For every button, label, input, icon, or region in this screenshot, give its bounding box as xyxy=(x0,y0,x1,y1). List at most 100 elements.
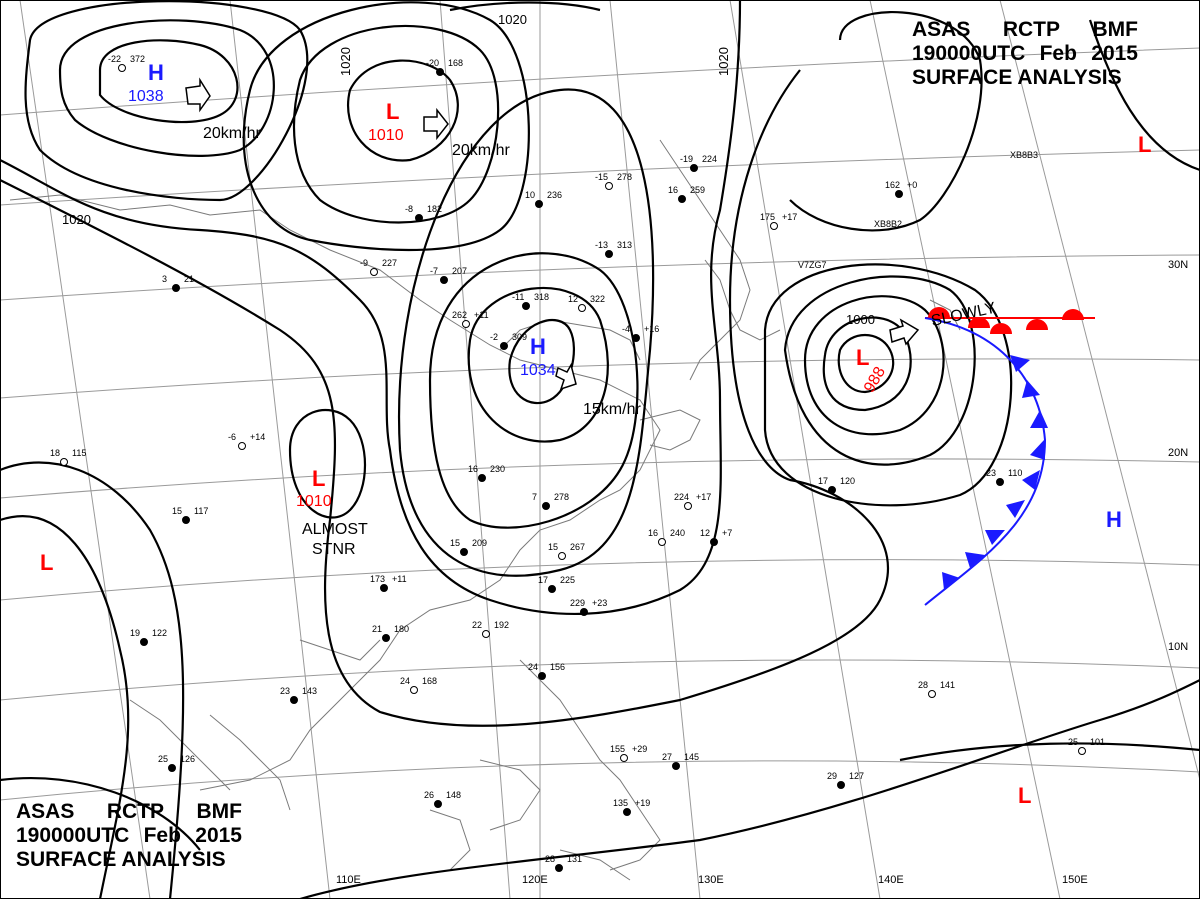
station-value: 16 xyxy=(648,528,658,538)
station-circle-icon xyxy=(605,250,613,258)
station-value: +11 xyxy=(474,310,489,320)
station-plot: 16 240 xyxy=(648,528,685,546)
longitude-label: 150E xyxy=(1062,874,1088,886)
station-circle-icon xyxy=(140,638,148,646)
analysis-year: 2015 xyxy=(195,824,242,847)
agency-code: ASAS xyxy=(16,800,75,823)
low-center-icon: L xyxy=(856,345,869,370)
station-value: 28 xyxy=(918,680,928,690)
station-circle-icon xyxy=(548,585,556,593)
station-value: 372 xyxy=(130,54,145,64)
agency-code: ASAS xyxy=(912,18,971,41)
isobar-value: 1000 xyxy=(846,312,875,327)
station-plot: 173 +11 xyxy=(370,574,407,592)
station-value: +17 xyxy=(696,492,711,502)
latitude-label: 20N xyxy=(1168,447,1188,459)
station-plot: 12 322 xyxy=(568,294,605,312)
low-center-icon: L xyxy=(40,550,53,575)
station-value: 224 xyxy=(674,492,689,502)
station-circle-icon xyxy=(996,478,1004,486)
station-plot: 7 278 xyxy=(532,492,569,510)
station-circle-icon xyxy=(478,474,486,482)
station-value: 18 xyxy=(50,448,60,458)
station-value: +7 xyxy=(722,528,732,538)
station-value: 101 xyxy=(1090,737,1105,747)
station-value: 24 xyxy=(528,662,538,672)
station-plot: 18 115 xyxy=(50,448,86,466)
high-center-icon: H xyxy=(1106,507,1122,532)
station-value: 229 xyxy=(570,598,585,608)
station-plot: 22 192 xyxy=(472,620,509,638)
station-plot: -19 224 xyxy=(680,154,717,172)
station-circle-icon xyxy=(436,68,444,76)
station-plot: 229 +23 xyxy=(570,598,607,616)
high-center-icon: H xyxy=(530,334,546,359)
station-value: 175 xyxy=(760,212,775,222)
analysis-time: 190000UTC xyxy=(16,824,130,847)
longitude-label: 110E xyxy=(336,874,361,886)
station-value: 15 xyxy=(172,506,182,516)
office-code: BMF xyxy=(1092,18,1139,41)
cold-front xyxy=(924,317,1048,606)
station-value: 224 xyxy=(702,154,717,164)
station-circle-icon xyxy=(415,214,423,222)
station-circle-icon xyxy=(542,502,550,510)
station-value: 309 xyxy=(512,332,527,342)
station-value: 15 xyxy=(548,542,558,552)
station-circle-icon xyxy=(690,164,698,172)
station-value: -20 xyxy=(426,58,439,68)
station-plot: 3 21 xyxy=(162,274,194,292)
station-value: -2 xyxy=(490,332,498,342)
station-plot: -15 278 xyxy=(595,172,632,190)
center-pressure-value: 1038 xyxy=(128,88,164,105)
station-plot: 15 267 xyxy=(548,542,585,560)
station-circle-icon xyxy=(382,634,390,642)
station-plot: 26 148 xyxy=(424,790,461,808)
station-plot: -20 168 xyxy=(426,58,463,76)
station-circle-icon xyxy=(182,516,190,524)
longitude-label: 120E xyxy=(522,874,548,886)
station-value: 21 xyxy=(184,274,194,284)
station-plot: 12 +7 xyxy=(700,528,732,546)
station-plot: 23 110 xyxy=(986,468,1022,486)
station-plot: 16 259 xyxy=(668,185,705,203)
station-plot: 24 168 xyxy=(400,676,437,694)
low-center-icon: L xyxy=(386,99,399,124)
station-plot: 17 120 xyxy=(818,476,855,494)
station-circle-icon xyxy=(828,486,836,494)
station-circle-icon xyxy=(522,302,530,310)
station-value: 173 xyxy=(370,574,385,584)
station-circle-icon xyxy=(538,672,546,680)
station-circle-icon xyxy=(370,268,378,276)
station-value: 117 xyxy=(194,506,208,516)
station-plot: 16 230 xyxy=(468,464,505,482)
low-center-icon: L xyxy=(1138,132,1151,157)
station-value: 207 xyxy=(452,266,467,276)
station-plot: 25 101 xyxy=(1068,737,1105,755)
station-plot: -9 227 xyxy=(360,258,397,276)
station-value: -22 xyxy=(108,54,121,64)
office-code: BMF xyxy=(196,800,243,823)
station-circle-icon xyxy=(605,182,613,190)
station-plot: -6 +14 xyxy=(228,432,265,450)
station-circle-icon xyxy=(632,334,640,342)
station-value: 126 xyxy=(180,754,195,764)
almost-stationary-label: STNR xyxy=(312,541,356,558)
longitude-label: 130E xyxy=(698,874,724,886)
station-value: 7 xyxy=(532,492,537,502)
station-plot: -2 309 xyxy=(490,332,527,350)
station-circle-icon xyxy=(460,548,468,556)
station-circle-icon xyxy=(482,630,490,638)
station-value: 225 xyxy=(560,575,575,585)
station-value: 278 xyxy=(617,172,632,182)
station-value: 23 xyxy=(986,468,996,478)
station-value: +14 xyxy=(250,432,265,442)
station-circle-icon xyxy=(928,690,936,698)
station-value: +16 xyxy=(644,324,659,334)
station-value: 110 xyxy=(1008,468,1022,478)
station-circle-icon xyxy=(658,538,666,546)
station-value: 155 xyxy=(610,744,625,754)
station-value: 236 xyxy=(547,190,562,200)
